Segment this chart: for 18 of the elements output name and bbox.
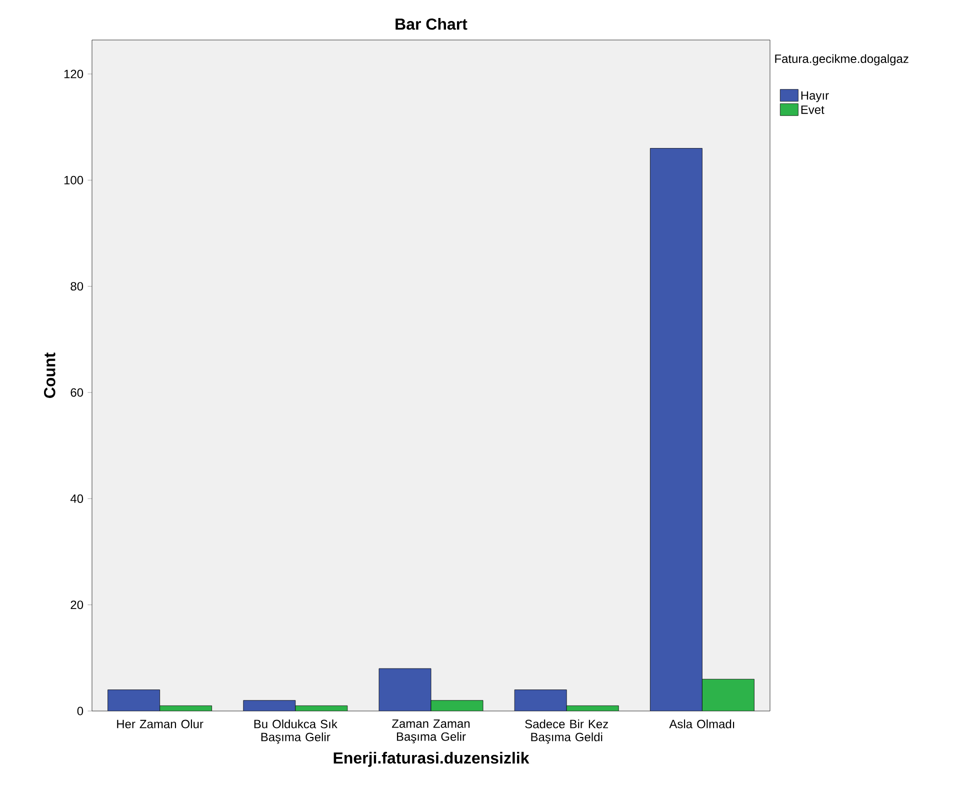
y-tick-label: 100 xyxy=(64,176,84,184)
legend-label: Hayır xyxy=(801,91,829,102)
chart-title: Bar Chart xyxy=(396,18,468,30)
x-tick-label: Asla Olmadı xyxy=(669,719,734,728)
legend-title: Fatura.gecikme.dogalgaz xyxy=(775,54,908,66)
x-tick-label: Sadece Bir Kez Başıma Geldi xyxy=(525,719,608,744)
y-axis-title: Count xyxy=(44,352,56,398)
y-tick-label: 80 xyxy=(70,282,84,291)
x-axis-title: Enerji.faturasi.duzensizlik xyxy=(334,752,530,767)
x-tick-label: Bu Oldukca Sık Başıma Gelir xyxy=(254,719,338,744)
x-tick-label: Zaman Zaman Başıma Gelir xyxy=(392,719,470,744)
x-tick-label: Her Zaman Olur xyxy=(117,719,204,728)
y-tick-label: 120 xyxy=(64,70,84,78)
legend-label: Evet xyxy=(801,106,824,114)
y-tick-label: 60 xyxy=(70,388,84,397)
y-tick-label: 40 xyxy=(70,494,84,503)
y-tick-label: 0 xyxy=(77,706,84,716)
y-tick-label: 20 xyxy=(70,600,84,610)
